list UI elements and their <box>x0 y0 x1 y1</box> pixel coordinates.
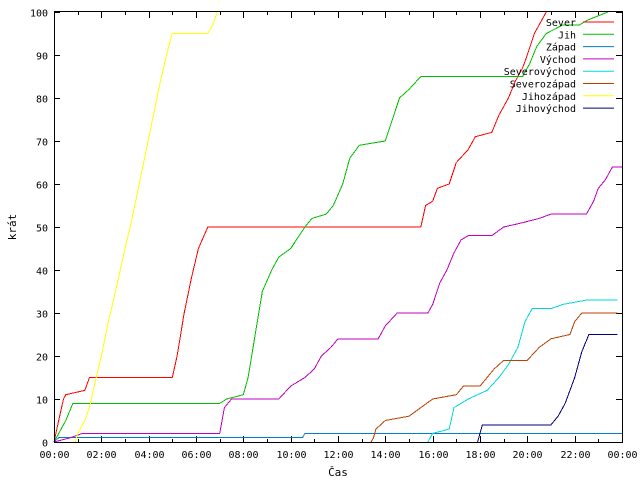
series-lines <box>53 11 622 443</box>
x-tick-label: 20:00 <box>512 450 542 461</box>
x-tick-label: 10:00 <box>276 450 306 461</box>
y-tick-label: 80 <box>36 95 48 106</box>
x-tick-label: 16:00 <box>418 450 448 461</box>
y-tick-label: 0 <box>42 439 48 450</box>
legend-label: Západ <box>546 42 576 54</box>
x-tick-label: 06:00 <box>181 450 211 461</box>
legend-label: Severozápad <box>510 79 576 91</box>
series-line-severozapad <box>370 312 618 443</box>
y-tick-label: 50 <box>36 224 48 235</box>
x-axis-label: Čas <box>328 466 348 479</box>
x-tick-label: 08:00 <box>228 450 258 461</box>
y-tick-label: 10 <box>36 396 48 407</box>
series-line-severovychod <box>427 299 618 443</box>
legend: SeverJihZápadVýchodSeverovýchodSeverozáp… <box>504 18 614 115</box>
x-tick-label: 04:00 <box>134 450 164 461</box>
x-tick-label: 02:00 <box>86 450 116 461</box>
y-tick-label: 70 <box>36 138 48 149</box>
x-tick-label: 00:00 <box>39 450 69 461</box>
y-tick-label: 30 <box>36 310 48 321</box>
series-line-vychod <box>53 166 622 443</box>
y-tick-label: 90 <box>36 52 48 63</box>
legend-label: Jihozápad <box>522 91 576 103</box>
x-tick-label: 00:00 <box>607 450 637 461</box>
y-axis-label: krát <box>6 214 19 241</box>
series-line-zapad <box>53 432 622 443</box>
series-line-jih <box>53 11 608 443</box>
series-line-jihovychod <box>477 334 618 443</box>
legend-label: Severovýchod <box>504 66 576 78</box>
x-tick-label: 12:00 <box>323 450 353 461</box>
y-tick-label: 40 <box>36 267 48 278</box>
x-tick-label: 14:00 <box>370 450 400 461</box>
legend-label: Jihovýchod <box>516 103 576 115</box>
axis-ticks: 00:00 02:00 04:00 06:00 08:00 10:00 12:00 14:00… <box>30 9 638 462</box>
legend-label: Východ <box>540 54 576 66</box>
legend-label: Jih <box>558 30 576 41</box>
y-tick-label: 20 <box>36 353 48 364</box>
series-line-jihozapad <box>74 11 218 443</box>
x-tick-label: 22:00 <box>560 450 590 461</box>
y-tick-label: 100 <box>30 9 48 20</box>
x-tick-label: 18:00 <box>465 450 495 461</box>
legend-label: Sever <box>546 18 576 29</box>
y-tick-label: 60 <box>36 181 48 192</box>
plot-frame <box>54 11 623 443</box>
